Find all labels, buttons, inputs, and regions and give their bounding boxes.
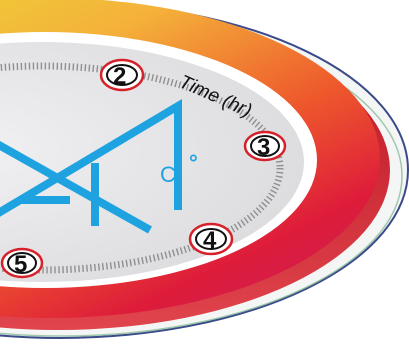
hour-marker-5: 5 (0, 247, 44, 279)
hour-marker-3: 3 (243, 130, 287, 162)
hour-marker-4: 4 (188, 222, 234, 256)
tick-ring (0, 62, 284, 274)
hour-marker-2: 2 (99, 58, 145, 92)
temperature-unit: C (160, 162, 176, 187)
svg-text:3: 3 (257, 134, 270, 161)
svg-text:4: 4 (203, 227, 217, 254)
svg-text:2: 2 (113, 63, 126, 90)
degree-symbol: ° (189, 150, 198, 175)
svg-text:5: 5 (14, 251, 27, 278)
temperature-glyph (0, 98, 182, 234)
dial-face (0, 42, 304, 282)
